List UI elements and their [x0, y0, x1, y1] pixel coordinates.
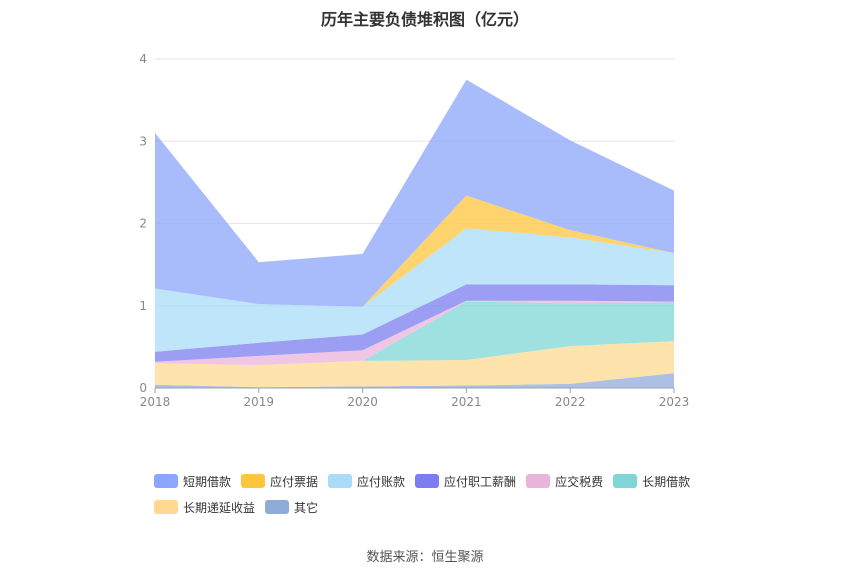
legend-item[interactable]: 应交税费	[526, 472, 603, 490]
y-tick-label: 2	[139, 217, 147, 231]
area-series	[155, 79, 674, 307]
data-source: 数据来源：恒生聚源	[366, 550, 484, 565]
legend-label: 其它	[294, 500, 319, 515]
area-series	[155, 284, 674, 362]
legend-label: 应付票据	[270, 474, 319, 489]
legend-item[interactable]: 应付职工薪酬	[415, 472, 516, 490]
area-series	[155, 341, 674, 388]
x-tick-label: 2023	[659, 395, 690, 409]
chart-legend: 短期借款 应付票据 应付账款 应付职工薪酬 应交税费 长期借款长期递延收益 其它	[154, 472, 734, 524]
legend-swatch	[415, 474, 440, 488]
area-series	[155, 228, 674, 352]
x-tick-label: 2022	[555, 395, 586, 409]
legend-swatch	[154, 474, 178, 488]
legend-label: 长期借款	[642, 474, 691, 489]
legend-label: 应付账款	[357, 474, 406, 489]
legend-swatch	[265, 500, 290, 514]
legend-swatch	[154, 500, 178, 514]
legend-label: 短期借款	[183, 474, 232, 489]
y-tick-label: 0	[139, 381, 147, 395]
legend-label: 应交税费	[555, 474, 604, 489]
legend-swatch	[613, 474, 638, 488]
y-tick-label: 3	[139, 134, 147, 148]
legend-item[interactable]: 短期借款	[154, 472, 231, 490]
x-tick-label: 2020	[347, 395, 378, 409]
legend-item[interactable]: 应付账款	[328, 472, 405, 490]
legend-swatch	[328, 474, 353, 488]
legend-label: 应付职工薪酬	[444, 474, 517, 489]
area-series	[155, 301, 674, 365]
area-series	[155, 373, 674, 388]
y-tick-label: 4	[139, 52, 147, 66]
legend-label: 长期递延收益	[183, 500, 256, 515]
x-tick-label: 2018	[140, 395, 171, 409]
legend-item[interactable]: 应付票据	[241, 472, 318, 490]
legend-item[interactable]: 其它	[265, 498, 318, 516]
legend-item[interactable]: 长期递延收益	[154, 498, 255, 516]
legend-item[interactable]: 长期借款	[613, 472, 690, 490]
chart-title: 历年主要负债堆积图（亿元）	[320, 10, 529, 29]
y-tick-label: 1	[139, 299, 147, 313]
legend-swatch	[526, 474, 551, 488]
stacked-area-chart: 0 1 2 3 4 2018 2019 2020 2021 2022 2023	[139, 52, 690, 409]
x-tick-label: 2021	[451, 395, 482, 409]
x-tick-label: 2019	[244, 395, 275, 409]
legend-swatch	[241, 474, 266, 488]
